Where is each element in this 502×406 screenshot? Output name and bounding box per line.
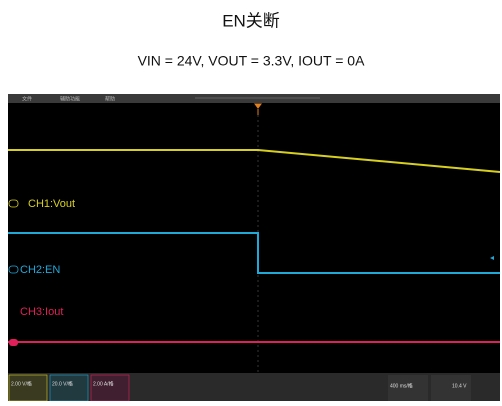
ch1-scale: 2.00 V/格 <box>11 380 32 387</box>
menu-item[interactable]: 文件 <box>22 95 32 102</box>
timebase: 400 ms/格 <box>390 382 413 389</box>
ch3-box[interactable] <box>90 374 130 402</box>
menu-bar <box>8 94 500 103</box>
ch2-marker <box>8 265 19 274</box>
ch3-scale: 2.00 A/格 <box>93 380 114 387</box>
ch1-label: CH1:Vout <box>28 198 75 210</box>
trigger-level: 10.4 V <box>452 383 467 389</box>
ch1-trace <box>8 149 501 173</box>
menu-item[interactable]: 辅助功能 <box>60 95 80 102</box>
ch2-trace <box>8 232 500 274</box>
trigger-marker <box>254 103 262 115</box>
ch1-box[interactable] <box>8 374 48 402</box>
subtitle: VIN = 24V, VOUT = 3.3V, IOUT = 0A <box>138 53 366 69</box>
scope-screen <box>8 94 500 401</box>
menu-item[interactable]: 帮助 <box>105 95 115 102</box>
ch2-label: CH2:EN <box>20 264 60 276</box>
ch3-label: CH3:Iout <box>20 306 63 318</box>
ch2-arrow <box>490 256 494 260</box>
timebase-box[interactable] <box>388 375 428 401</box>
ch3-marker <box>9 339 18 346</box>
trigger-box[interactable] <box>431 375 471 401</box>
ch2-box[interactable] <box>49 374 89 402</box>
ch2-scale: 20.0 V/格 <box>52 380 73 387</box>
title: EN关断 <box>222 11 280 30</box>
ch1-marker <box>8 199 19 208</box>
